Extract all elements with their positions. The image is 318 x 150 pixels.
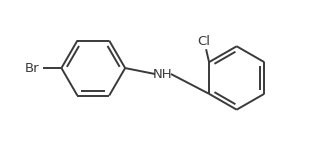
- Text: NH: NH: [153, 68, 173, 81]
- Text: Br: Br: [25, 61, 39, 75]
- Text: Cl: Cl: [197, 35, 211, 48]
